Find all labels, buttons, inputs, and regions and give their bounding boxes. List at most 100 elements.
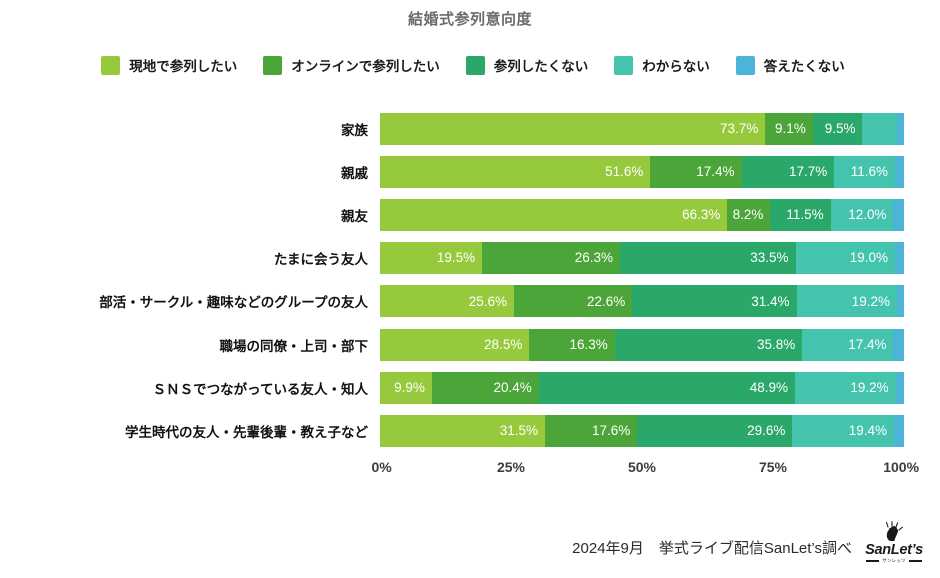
chart-row: たまに会う友人 19.5% 26.3% 33.5% 19.0% <box>0 237 940 280</box>
bar-segment[interactable]: 25.6% <box>380 285 514 318</box>
bar-segment[interactable] <box>893 328 904 361</box>
bar-segment[interactable]: 73.7% <box>380 112 766 145</box>
bar-segment[interactable]: 17.4% <box>650 155 742 188</box>
bar-value-label: 20.4% <box>493 379 532 395</box>
bar-segment[interactable]: 66.3% <box>380 198 728 231</box>
bar-value-label: 17.4% <box>848 336 887 352</box>
bar-segment[interactable]: 31.5% <box>380 414 546 447</box>
bar-value-label: 31.4% <box>751 293 790 309</box>
bar-value-label: 19.2% <box>850 379 889 395</box>
bar-segment[interactable]: 8.2% <box>727 198 771 231</box>
bar-segment[interactable]: 28.5% <box>380 328 530 361</box>
brand-rule-right <box>908 560 922 562</box>
chart-row: 部活・サークル・趣味などのグループの友人 25.6% 22.6% 31.4% 19.2% <box>0 280 940 323</box>
bar-segment[interactable]: 26.3% <box>482 242 620 275</box>
bar-segment[interactable]: 19.4% <box>792 414 894 447</box>
legend-label: 参列したくない <box>493 59 589 74</box>
bar-value-label: 25.6% <box>468 293 507 309</box>
bar-segment[interactable]: 51.6% <box>380 155 651 188</box>
bar-segment[interactable] <box>895 155 904 188</box>
page-title: 結婚式参列意向度 <box>407 11 532 28</box>
bar-segment[interactable] <box>897 112 904 145</box>
bar-value-label: 51.6% <box>605 164 644 180</box>
legend-swatch-icon <box>614 55 634 75</box>
bar-value-label: 73.7% <box>719 120 759 136</box>
bar-value-label: 17.7% <box>789 164 828 180</box>
legend-item[interactable]: 答えたくない <box>735 55 845 75</box>
stacked-bar: 25.6% 22.6% 31.4% 19.2% <box>380 285 904 318</box>
bar-segment[interactable] <box>895 242 904 275</box>
bar-segment[interactable]: 48.9% <box>538 371 795 404</box>
bar-segment[interactable]: 19.2% <box>796 285 898 318</box>
stacked-bar: 73.7% 9.1% 9.5% <box>380 112 904 145</box>
category-label: ＳＮＳでつながっている友人・知人 <box>152 381 368 397</box>
category-label: 家族 <box>341 122 368 138</box>
legend-item[interactable]: オンラインで参列したい <box>263 55 440 75</box>
brand-rule-left <box>866 560 880 562</box>
chart-legend: 現地で参列したい オンラインで参列したい 参列したくない わからない 答えたくない <box>0 55 940 75</box>
category-label: 親友 <box>341 208 368 224</box>
bar-segment[interactable]: 35.8% <box>614 328 803 361</box>
chart-row: 学生時代の友人・先輩後輩・教え子など 31.5% 17.6% 29.6% 19.4% <box>0 409 940 452</box>
legend-label: 現地で参列したい <box>129 59 238 74</box>
legend-item[interactable]: 参列したくない <box>465 55 589 75</box>
chart-footer: 2024年9月 挙式ライブ配信SanLet’s調べ SanLet’s サンレッツ <box>572 521 926 564</box>
bar-value-label: 31.5% <box>499 423 539 439</box>
stacked-bar: 19.5% 26.3% 33.5% 19.0% <box>380 242 904 275</box>
bar-value-label: 12.0% <box>848 207 887 223</box>
bar-segment[interactable]: 17.4% <box>802 328 894 361</box>
bar-value-label: 9.9% <box>394 379 425 395</box>
bar-segment[interactable]: 17.6% <box>545 414 638 447</box>
stacked-bar: 31.5% 17.6% 29.6% 19.4% <box>380 414 904 447</box>
category-label: 職場の同僚・上司・部下 <box>219 338 369 354</box>
x-axis-tick: 25% <box>496 458 526 475</box>
bar-value-label: 19.5% <box>436 250 476 266</box>
bar-value-label: 26.3% <box>574 250 613 266</box>
bar-value-label: 66.3% <box>682 207 721 223</box>
bar-segment[interactable]: 22.6% <box>513 285 633 318</box>
bar-value-label: 19.4% <box>848 423 887 439</box>
bar-value-label: 33.5% <box>750 250 789 266</box>
bar-segment[interactable]: 31.4% <box>632 285 797 318</box>
bar-segment[interactable]: 12.0% <box>830 198 894 231</box>
bar-segment[interactable] <box>893 198 904 231</box>
bar-segment[interactable]: 9.5% <box>812 112 863 145</box>
bar-segment[interactable]: 16.3% <box>529 328 615 361</box>
legend-item[interactable]: 現地で参列したい <box>101 55 237 75</box>
bar-value-label: 19.0% <box>849 250 889 266</box>
sparkle-hand-icon <box>862 521 926 543</box>
brand-rule: サンレッツ <box>862 558 926 564</box>
bar-segment[interactable]: 19.2% <box>795 371 896 404</box>
bar-segment[interactable]: 9.1% <box>765 112 813 145</box>
chart-row: ＳＮＳでつながっている友人・知人 9.9% 20.4% 48.9% 19.2% <box>0 366 940 409</box>
bar-segment[interactable]: 9.9% <box>380 371 432 404</box>
bar-segment[interactable]: 19.5% <box>380 242 483 275</box>
bar-value-label: 9.5% <box>824 120 856 136</box>
bar-segment[interactable] <box>894 414 904 447</box>
bar-segment[interactable]: 19.0% <box>795 242 896 275</box>
bar-segment[interactable]: 17.7% <box>741 155 835 188</box>
bar-segment[interactable]: 11.5% <box>770 198 831 231</box>
bar-value-label: 17.4% <box>696 164 735 180</box>
brand-subtitle: サンレッツ <box>882 558 906 563</box>
bar-segment[interactable]: 29.6% <box>637 414 793 447</box>
bar-value-label: 48.9% <box>749 379 788 395</box>
bar-segment[interactable]: 20.4% <box>431 371 539 404</box>
x-axis-tick: 100% <box>883 458 920 475</box>
bar-value-label: 19.2% <box>851 293 891 309</box>
bar-value-label: 35.8% <box>757 336 796 352</box>
bar-segment[interactable]: 11.6% <box>834 155 896 188</box>
legend-item[interactable]: わからない <box>614 55 710 75</box>
category-label: たまに会う友人 <box>273 252 368 268</box>
bar-segment[interactable]: 33.5% <box>619 242 796 275</box>
bar-value-label: 17.6% <box>591 423 631 439</box>
bar-segment[interactable] <box>895 371 904 404</box>
legend-swatch-icon <box>735 55 755 75</box>
legend-label: オンラインで参列したい <box>291 59 440 74</box>
bar-segment[interactable] <box>897 285 904 318</box>
bar-value-label: 22.6% <box>586 293 626 309</box>
bar-segment[interactable] <box>862 112 897 145</box>
x-axis-tick: 75% <box>758 458 788 475</box>
x-axis-tick: 0% <box>371 458 392 475</box>
bar-value-label: 8.2% <box>732 207 764 223</box>
